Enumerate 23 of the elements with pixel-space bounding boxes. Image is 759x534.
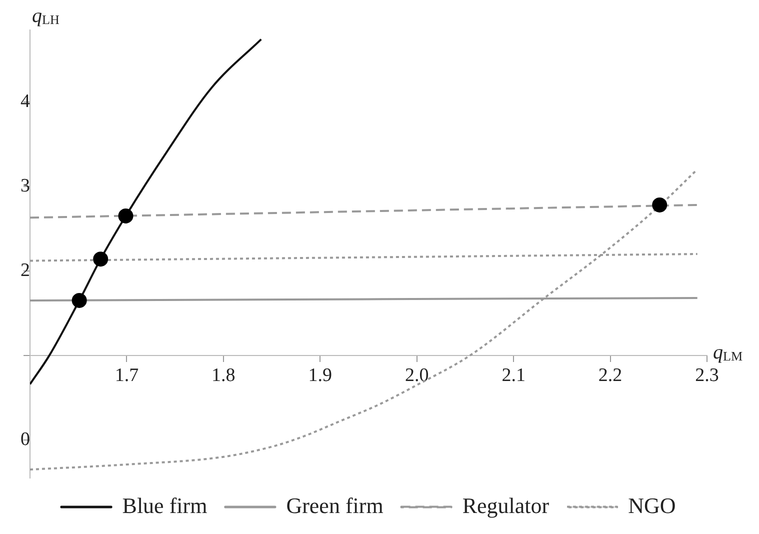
x-tick-label: 2.3: [695, 364, 719, 386]
line-series: [30, 169, 698, 471]
y-tick-label: 0: [20, 428, 30, 450]
y-tick-label: 3: [20, 175, 30, 196]
y-axis-title: qLH: [32, 5, 60, 27]
y-tick-label: 2: [20, 260, 30, 281]
x-tick-label: 2.0: [404, 364, 429, 386]
point: [93, 252, 108, 267]
point: [118, 208, 134, 224]
legend-label: Green firm: [286, 492, 384, 518]
legend-label: NGO: [628, 492, 676, 518]
y-tick-label: 4: [20, 90, 30, 112]
legend-label: Regulator: [462, 492, 550, 518]
line-series: [30, 38, 262, 386]
x-tick-label: 2.1: [502, 364, 526, 386]
x-tick-label: 2.2: [598, 364, 622, 386]
x-tick-label: 1.8: [212, 364, 236, 386]
x-tick-label: 1.7: [114, 364, 139, 386]
x-tick-label: 1.9: [308, 364, 332, 386]
x-axis-title: qLM: [713, 341, 743, 364]
point: [652, 197, 668, 212]
point: [72, 292, 87, 308]
legend-label: Blue firm: [122, 492, 208, 518]
